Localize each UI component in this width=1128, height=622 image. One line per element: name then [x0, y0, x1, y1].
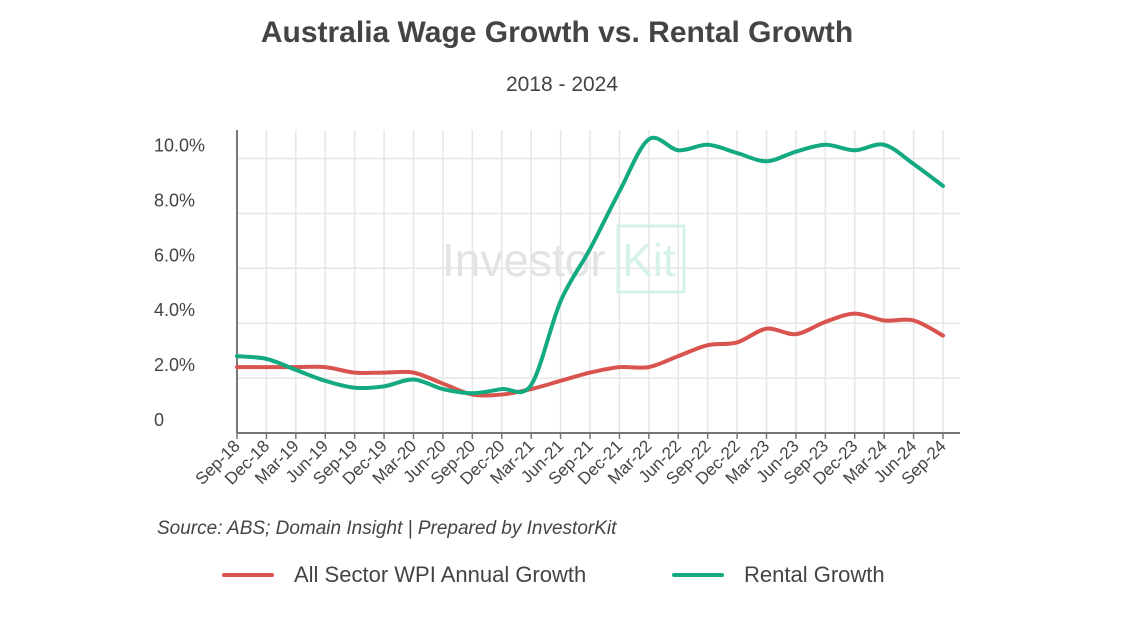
legend-label-rental: Rental Growth — [744, 562, 885, 587]
chart-title: Australia Wage Growth vs. Rental Growth — [260, 16, 854, 49]
y-tick-label: 0 — [154, 410, 164, 430]
y-tick-label: 6.0% — [154, 245, 195, 265]
watermark-logo-text: Kit — [622, 234, 676, 286]
y-tick-label: 10.0% — [154, 136, 205, 156]
legend-label-wage: All Sector WPI Annual Growth — [294, 562, 587, 587]
legend-swatch-wage — [222, 573, 274, 577]
watermark: Investor Kit — [442, 224, 686, 294]
legend-item-rental[interactable]: Rental Growth — [672, 562, 885, 588]
watermark-text: Investor — [442, 234, 606, 286]
watermark-logo-box — [616, 224, 686, 294]
legend-item-wage[interactable]: All Sector WPI Annual Growth — [222, 562, 586, 588]
y-tick-label: 2.0% — [154, 355, 195, 375]
legend-swatch-rental — [672, 573, 724, 577]
chart-subtitle: 2018 - 2024 — [505, 73, 619, 96]
y-tick-label: 4.0% — [154, 300, 195, 320]
y-tick-label: 8.0% — [154, 190, 195, 210]
source-note: Source: ABS; Domain Insight | Prepared b… — [157, 518, 617, 539]
